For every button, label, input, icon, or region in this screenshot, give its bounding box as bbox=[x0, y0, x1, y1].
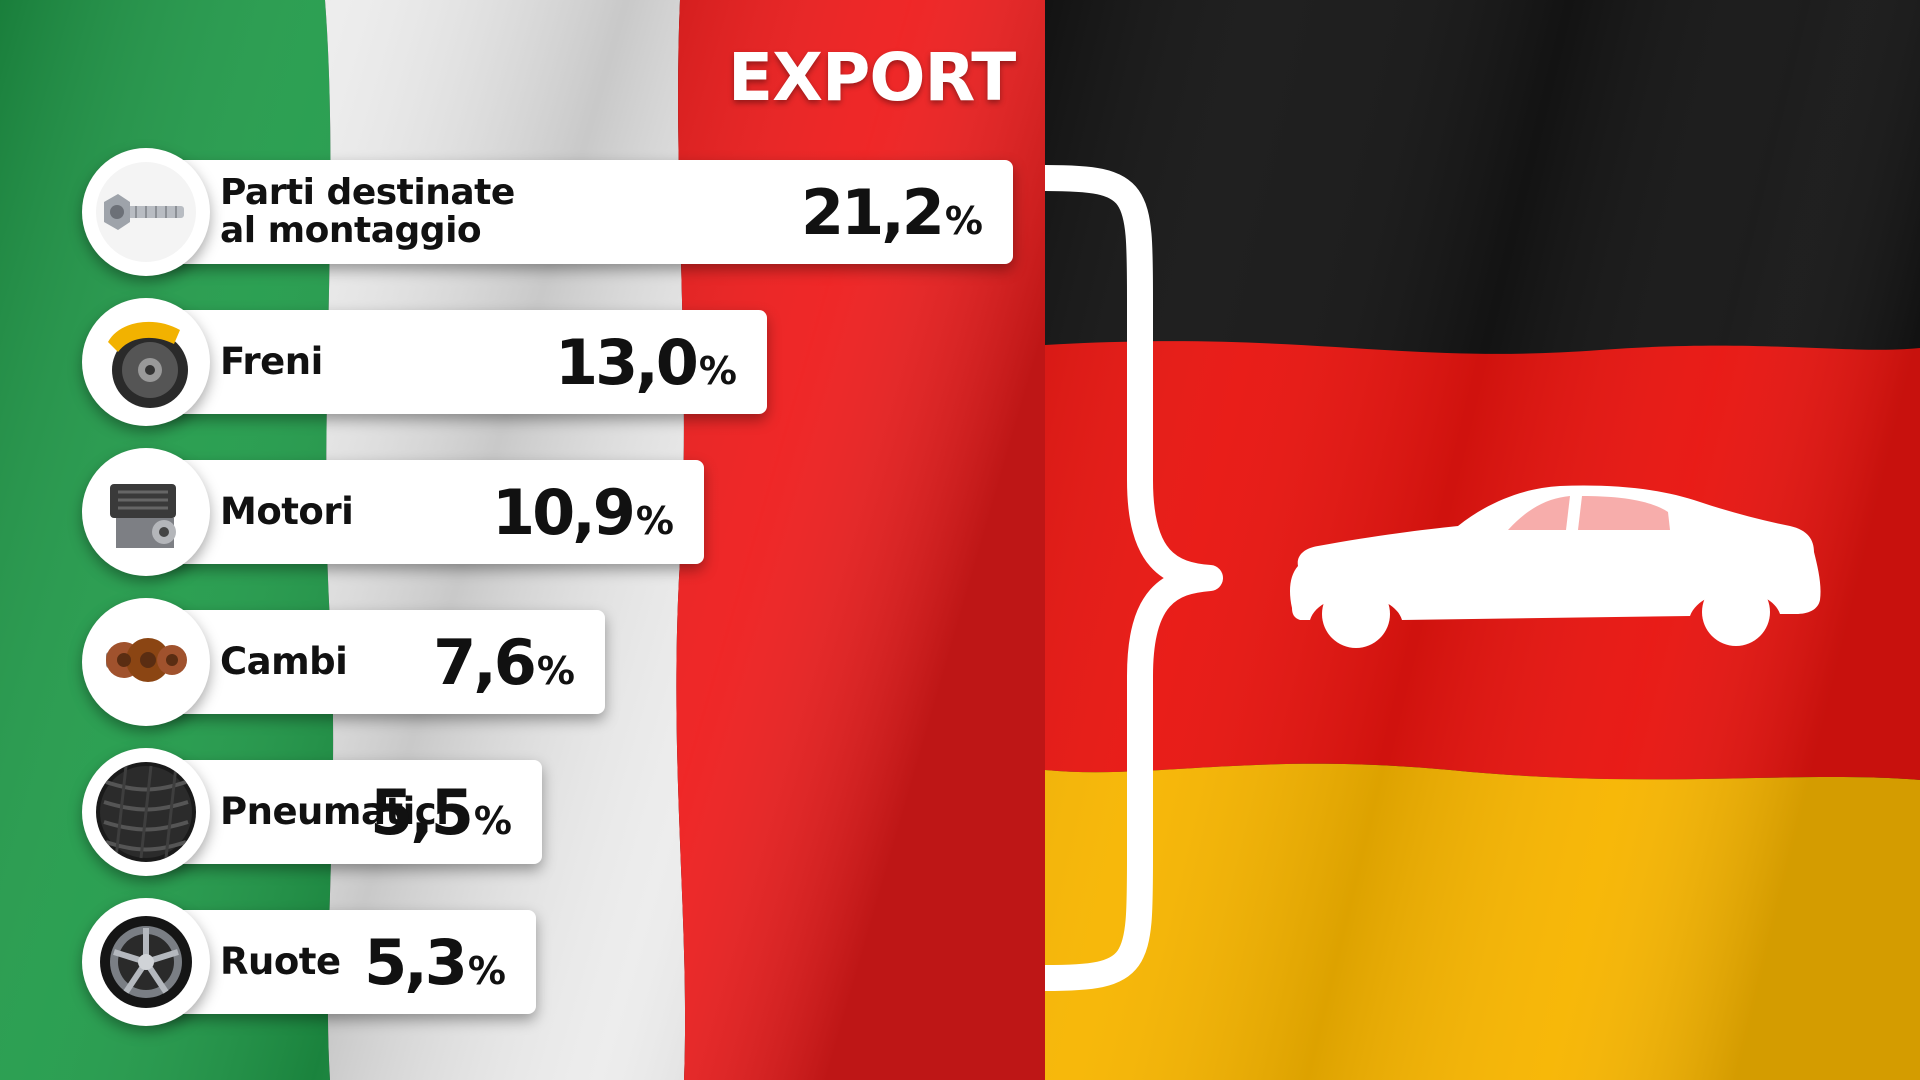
bar-icon-badge bbox=[82, 748, 210, 876]
engine-icon bbox=[96, 462, 196, 562]
value-number: 7,6 bbox=[433, 625, 537, 699]
curly-brace bbox=[1044, 165, 1223, 991]
value-label: 21,2% bbox=[801, 160, 983, 264]
value-unit: % bbox=[467, 949, 506, 993]
bar-1: Parti destinate al montaggio 21,2% bbox=[150, 160, 1013, 264]
bar-3: Motori 10,9% bbox=[150, 460, 704, 564]
value-number: 21,2 bbox=[800, 175, 945, 249]
category-label: Motori bbox=[220, 490, 354, 533]
category-label: Freni bbox=[220, 340, 323, 383]
tire-icon bbox=[96, 762, 196, 862]
category-label: Parti destinate al montaggio bbox=[220, 172, 515, 251]
value-label: 10,9% bbox=[492, 460, 674, 564]
value-number: 5,3 bbox=[364, 925, 468, 999]
category-label: Cambi bbox=[220, 640, 348, 683]
value-unit: % bbox=[536, 649, 575, 693]
wheel-rim-icon bbox=[96, 912, 196, 1012]
bar-2: Freni 13,0% bbox=[150, 310, 767, 414]
chart-title: EXPORT bbox=[728, 39, 1016, 116]
value-number: 5,5 bbox=[370, 775, 474, 849]
brake-caliper-icon bbox=[96, 312, 196, 412]
bar-icon-badge bbox=[82, 148, 210, 276]
bar-icon-badge bbox=[82, 448, 210, 576]
bar-5: Pneumatici 5,5% bbox=[150, 760, 542, 864]
car-silhouette-icon bbox=[1290, 485, 1821, 620]
value-label: 5,3% bbox=[364, 910, 506, 1014]
bar-icon-badge bbox=[82, 298, 210, 426]
value-unit: % bbox=[473, 799, 512, 843]
value-label: 7,6% bbox=[433, 610, 575, 714]
bar-icon-badge bbox=[82, 598, 210, 726]
bar-4: Cambi 7,6% bbox=[150, 610, 605, 714]
value-number: 10,9 bbox=[491, 475, 636, 549]
category-label: Pneumatici bbox=[220, 790, 449, 833]
value-unit: % bbox=[698, 349, 737, 393]
value-unit: % bbox=[635, 499, 674, 543]
value-label: 5,5% bbox=[370, 760, 512, 864]
value-unit: % bbox=[944, 199, 983, 243]
bar-6: Ruote 5,3% bbox=[150, 910, 536, 1014]
bolt-icon bbox=[96, 162, 196, 262]
value-label: 13,0% bbox=[555, 310, 737, 414]
value-number: 13,0 bbox=[554, 325, 699, 399]
category-label: Ruote bbox=[220, 940, 341, 983]
bar-icon-badge bbox=[82, 898, 210, 1026]
gearbox-icon bbox=[96, 612, 196, 712]
